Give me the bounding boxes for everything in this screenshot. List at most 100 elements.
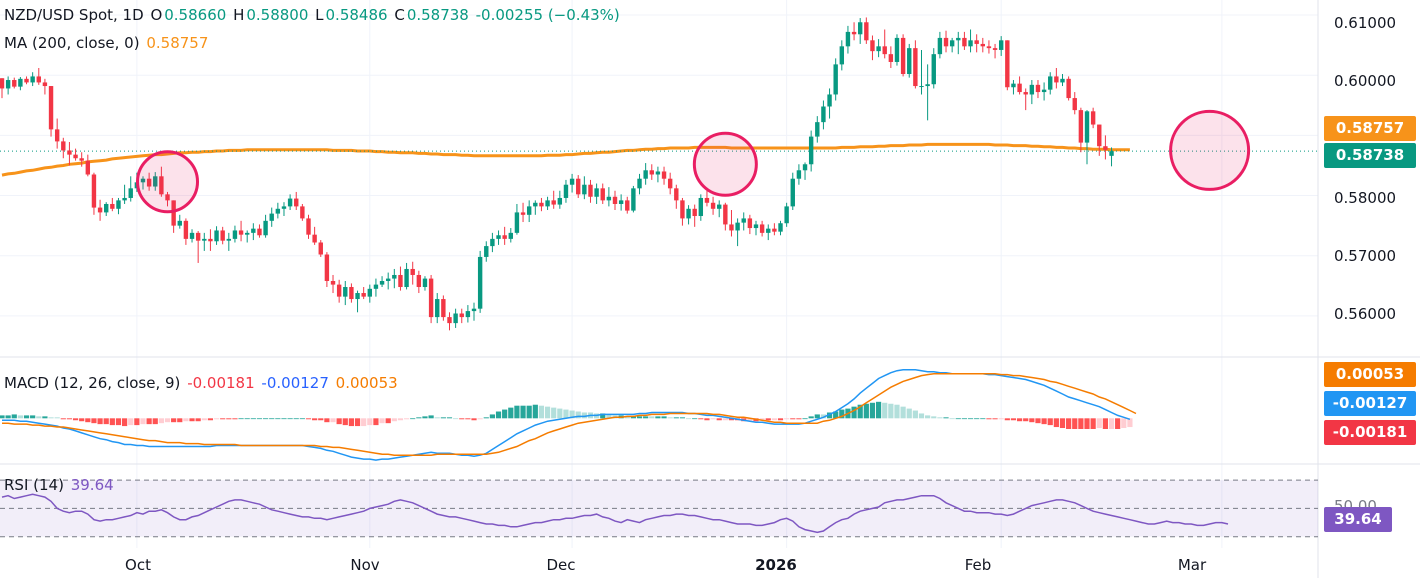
macd-histogram-bar [1010,418,1017,421]
candle-body [24,78,29,83]
macd-histogram-bar [171,418,177,423]
candle-body [667,178,673,189]
candle-body [1078,110,1084,143]
macd-histogram-bar [453,418,459,420]
macd-histogram-bar [495,411,502,419]
candle-body [484,246,489,257]
candle-body [459,313,464,318]
macd-histogram-bar [833,411,839,419]
macd-histogram-bar [318,418,324,421]
candle-body [888,54,894,62]
candle-body [441,299,446,318]
macd-histogram-bar [1004,418,1010,421]
candle-body [759,224,765,233]
macd-line [2,369,1131,461]
candle-body [140,178,146,183]
price-tick: 0.60000 [1334,72,1397,90]
candle-body [435,299,440,318]
macd-histogram-bar [115,418,122,426]
macd-histogram-bar [42,416,48,419]
macd-histogram-bar [342,418,348,426]
macd-histogram-bar [440,417,446,419]
macd-histogram-bar [1108,418,1115,429]
macd-histogram-bar [397,418,404,421]
macd-histogram-bar [361,418,367,427]
candle-body [202,238,207,241]
candle-body [428,278,434,318]
candle-body [189,232,195,239]
candle-body [85,160,91,175]
macd-histogram-bar [857,404,863,419]
candle-body [582,184,587,195]
macd-histogram-bar [520,405,526,419]
macd-histogram-bar [820,414,827,419]
macd-histogram-bar [673,417,679,419]
candle-body [588,184,593,197]
macd-histogram-bar [655,416,661,419]
candle-body [839,46,845,65]
macd-histogram-bar [508,407,514,419]
highlight-circle [692,131,758,197]
candle-body [600,188,605,201]
macd-histogram-bar [97,418,103,425]
macd-histogram-bar [299,418,305,420]
low-label: L [315,6,324,24]
candle-body [864,22,869,41]
candle-body [1072,98,1077,111]
price-tick: 0.56000 [1334,305,1397,323]
candle-body [980,43,985,47]
candle-body [520,212,526,215]
candle-body [128,188,133,198]
candle-body [238,230,244,235]
macd-histogram-bar [563,409,569,419]
candle-body [974,40,979,44]
macd-histogram-bar [1053,418,1059,428]
candle-body [729,224,734,231]
macd-histogram-bar [882,402,888,419]
candle-body [919,86,924,88]
macd-histogram-bar [330,418,336,423]
macd-histogram-bar [1078,418,1084,429]
macd-histogram-bar [1115,418,1121,429]
macd-histogram-bar [1029,418,1035,423]
candle-body [1060,78,1065,83]
macd-histogram-bar [1023,418,1029,422]
candle-body [5,80,11,89]
macd-histogram-bar [551,407,557,419]
candle-body [349,287,354,300]
macd-histogram-bar [410,418,416,420]
high-value: 0.58800 [246,6,309,24]
macd-badge: -0.00127 [1324,391,1416,416]
open-label: O [150,6,163,24]
macd-histogram-bar [183,418,189,422]
macd-histogram-bar [581,412,587,419]
rsi-legend-value: 39.64 [70,476,114,494]
macd-histogram-bar [998,418,1004,420]
macd-histogram-bar [385,418,391,424]
macd-histogram-bar [606,414,612,419]
candle-body [208,238,213,242]
macd-histogram-bar [1102,418,1108,429]
candle-body [526,206,532,215]
candle-body [1090,111,1096,125]
macd-histogram-bar [48,417,54,419]
macd-histogram-bar [305,418,312,420]
macd-histogram-bar [894,404,900,419]
candle-body [153,176,158,187]
candle-body [992,48,998,50]
macd-histogram-bar [324,418,330,423]
macd-histogram-bar [974,418,980,420]
macd-histogram-bar [839,409,845,419]
candle-body [1029,84,1035,95]
candle-body [306,218,311,235]
macd-histogram-bar [269,418,275,420]
candle-body [937,37,943,55]
macd-histogram-bar [0,415,5,419]
candle-body [416,274,422,288]
candle-body [36,76,41,83]
time-tick: Dec [546,556,576,574]
open-value: 0.58660 [164,6,227,24]
macd-histogram-bar [262,418,269,420]
candle-body [496,235,501,239]
